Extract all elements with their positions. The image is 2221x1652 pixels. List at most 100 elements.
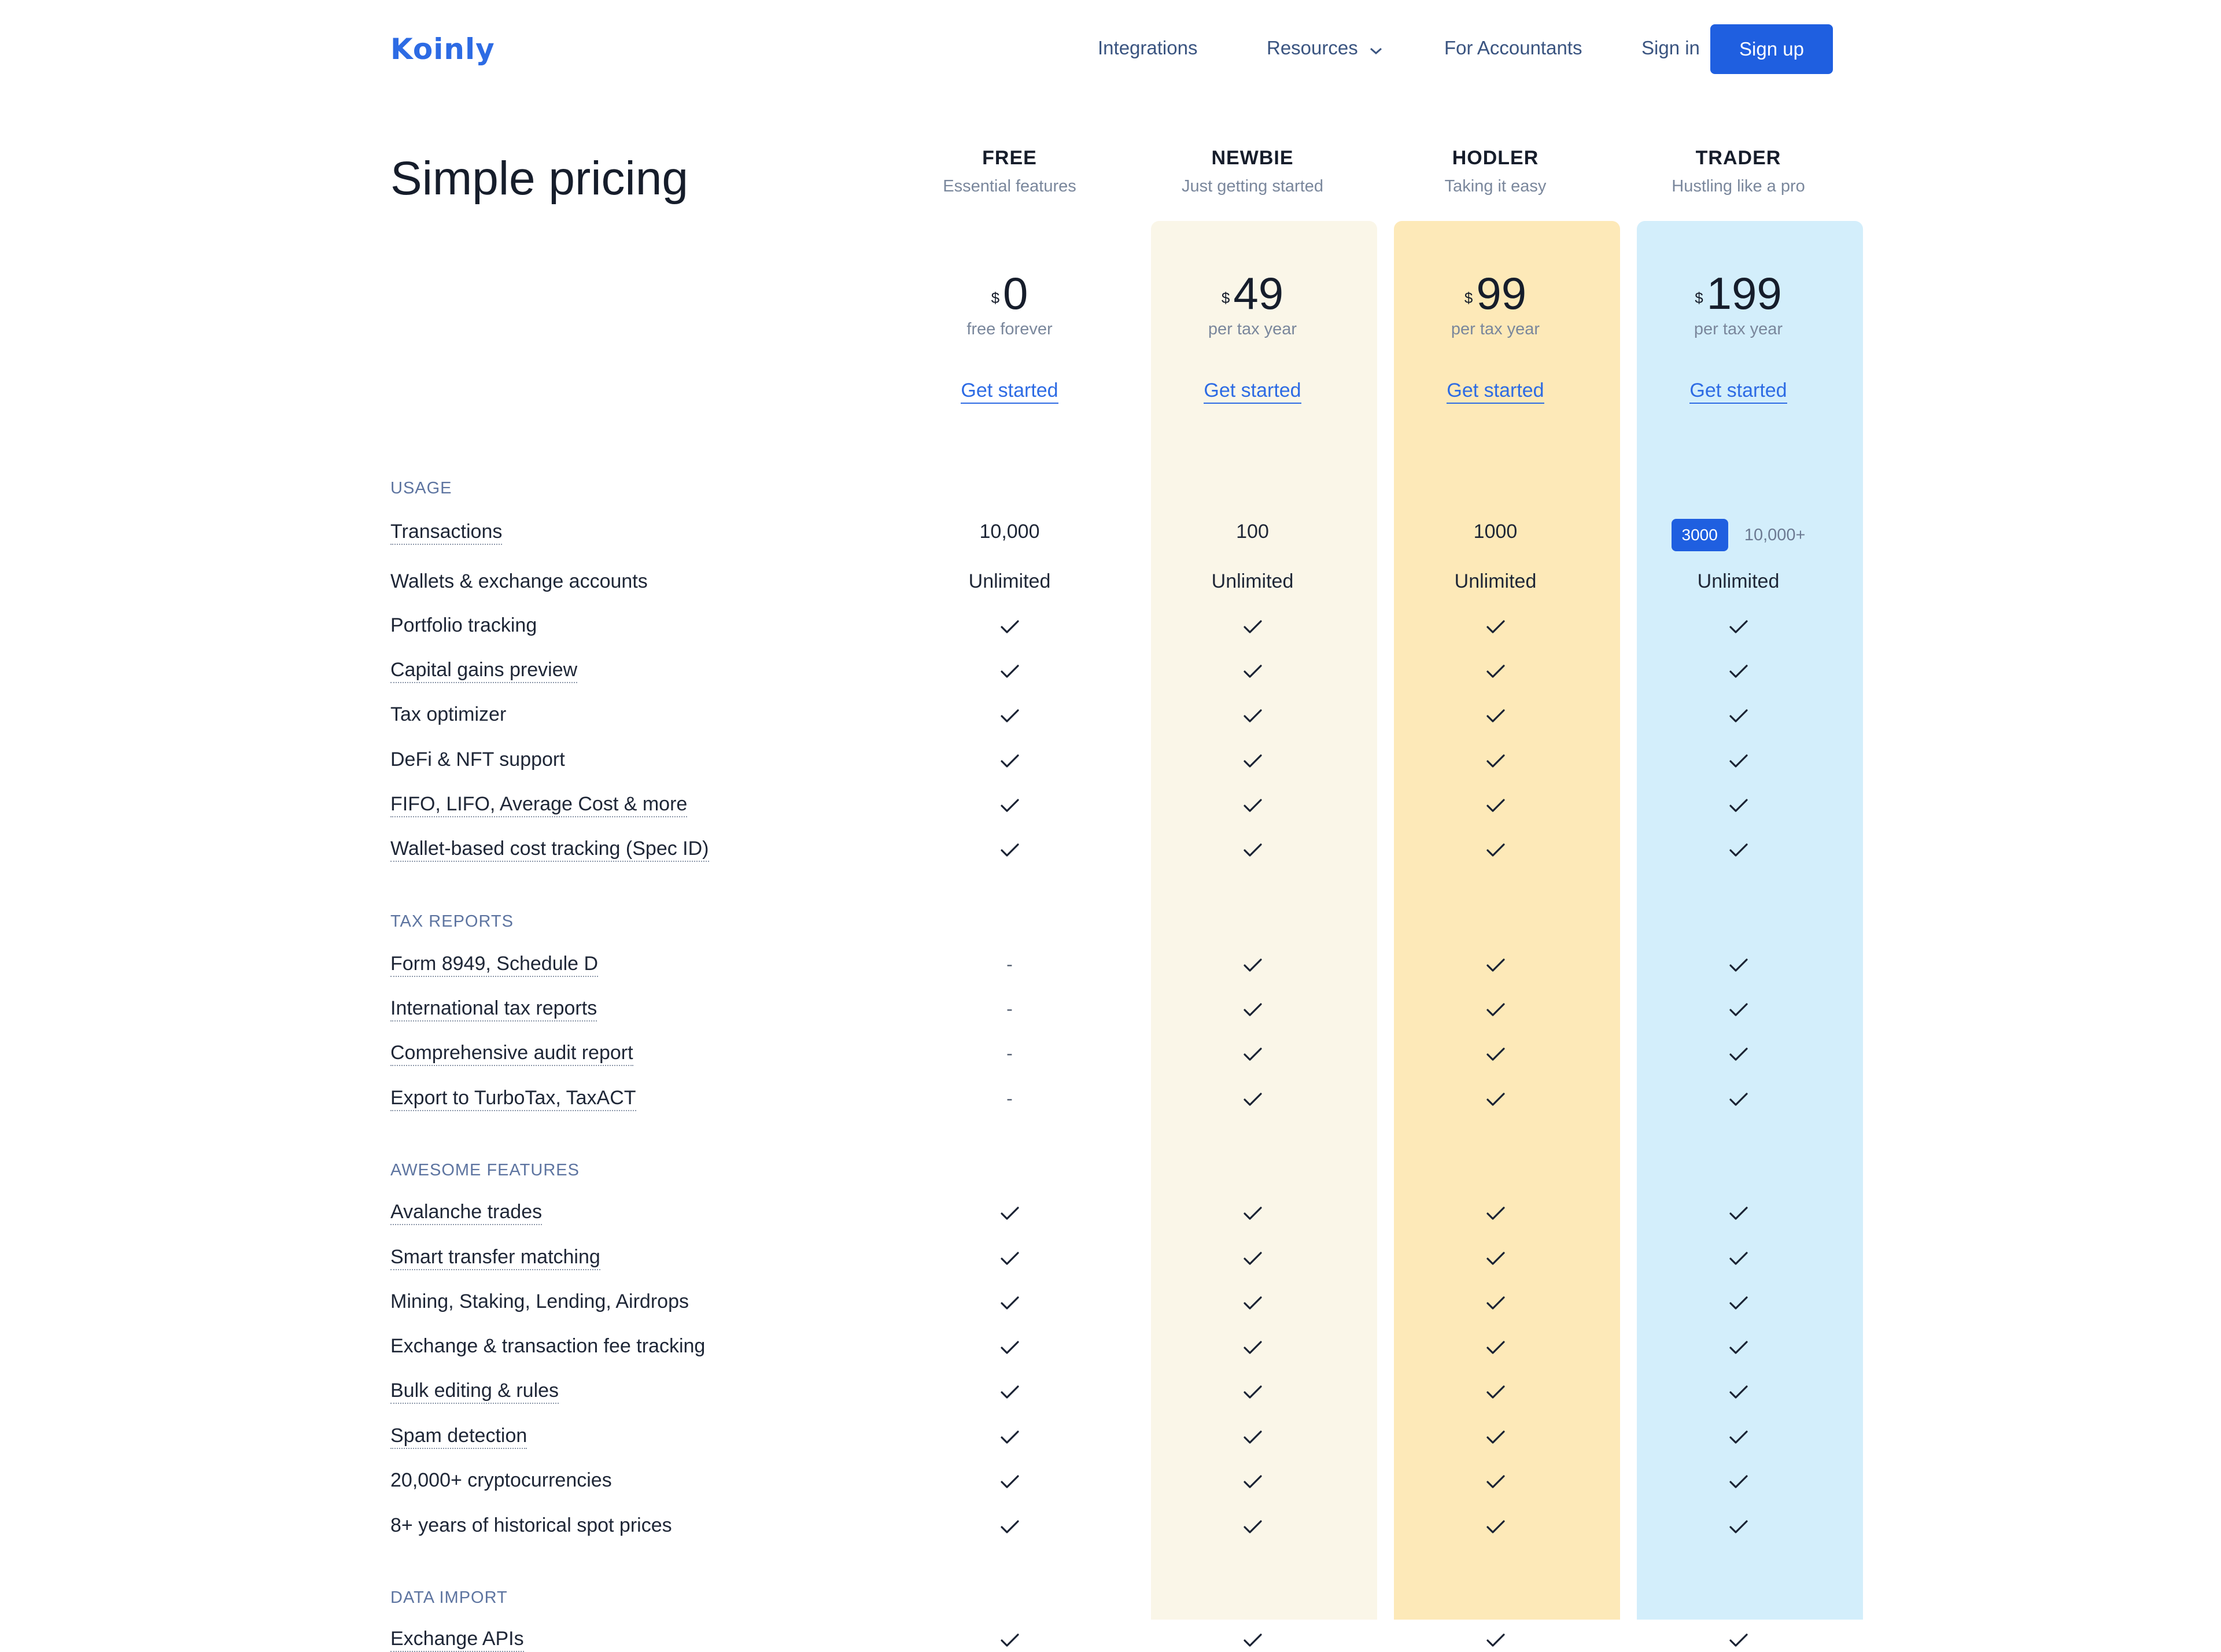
- check-icon: [1382, 1424, 1608, 1449]
- transactions-10000-toggle[interactable]: 10,000+: [1744, 526, 1806, 544]
- check-icon: [1139, 1468, 1366, 1494]
- feature-label: Avalanche trades: [390, 1201, 543, 1225]
- feature-mining-staking: Mining, Staking, Lending, Airdrops: [390, 1290, 689, 1312]
- check-icon: [1139, 1334, 1366, 1359]
- feature-audit-report[interactable]: Comprehensive audit report: [390, 1042, 633, 1066]
- price-note-newbie: per tax year: [1208, 320, 1297, 338]
- price-note-free: free forever: [966, 320, 1053, 338]
- feature-capital-gains-preview[interactable]: Capital gains preview: [390, 659, 578, 683]
- feature-bulk-editing[interactable]: Bulk editing & rules: [390, 1380, 559, 1404]
- check-icon: [1139, 952, 1366, 977]
- price-free: $0: [896, 271, 1123, 316]
- check-icon: [896, 1378, 1123, 1404]
- price-value: 0: [1003, 268, 1028, 319]
- get-started-hodler-link[interactable]: Get started: [1447, 379, 1544, 404]
- nav-sign-in[interactable]: Sign in: [1641, 37, 1700, 58]
- get-started-newbie-link[interactable]: Get started: [1204, 379, 1301, 404]
- feature-tax-optimizer: Tax optimizer: [390, 703, 507, 725]
- get-started-newbie: Get started: [1139, 379, 1366, 404]
- check-icon: [896, 1424, 1123, 1449]
- wallets-free: Unlimited: [968, 570, 1051, 592]
- check-icon: [896, 658, 1123, 683]
- plan-name-hodler: HODLER: [1452, 147, 1539, 169]
- currency-symbol: $: [1221, 289, 1230, 307]
- check-icon: [896, 1513, 1123, 1539]
- feature-label: International tax reports: [390, 997, 597, 1022]
- check-icon: [1139, 747, 1366, 773]
- get-started-trader-link[interactable]: Get started: [1689, 379, 1787, 404]
- price-value: 49: [1233, 268, 1284, 319]
- check-icon: [1625, 1245, 1851, 1270]
- check-icon: [1139, 1041, 1366, 1066]
- feature-fee-tracking: Exchange & transaction fee tracking: [390, 1335, 706, 1357]
- get-started-hodler: Get started: [1382, 379, 1608, 404]
- check-icon: [1382, 658, 1608, 683]
- price-value: 99: [1476, 268, 1527, 319]
- feature-spam-detection[interactable]: Spam detection: [390, 1425, 527, 1449]
- check-icon: [1139, 1086, 1366, 1111]
- transactions-hodler: 1000: [1473, 521, 1518, 543]
- feature-form-8949[interactable]: Form 8949, Schedule D: [390, 953, 599, 977]
- currency-symbol: $: [991, 289, 1000, 307]
- feature-international-reports[interactable]: International tax reports: [390, 997, 597, 1022]
- check-icon: [1382, 1627, 1608, 1652]
- price-value: 199: [1706, 268, 1782, 319]
- transactions-free: 10,000: [979, 521, 1040, 543]
- check-icon: [1139, 1200, 1366, 1225]
- check-icon: [1382, 702, 1608, 728]
- check-icon: [1382, 613, 1608, 639]
- currency-symbol: $: [1695, 289, 1703, 307]
- check-icon: [896, 1334, 1123, 1359]
- check-icon: [1139, 836, 1366, 862]
- plan-sub-hodler: Taking it easy: [1444, 177, 1547, 196]
- feature-transactions[interactable]: Transactions: [390, 521, 503, 545]
- check-icon: [1139, 1245, 1366, 1270]
- feature-wallet-cost-tracking[interactable]: Wallet-based cost tracking (Spec ID): [390, 838, 709, 862]
- price-hodler: $99: [1382, 271, 1608, 316]
- check-icon: [1382, 1289, 1608, 1315]
- check-icon: [1625, 1289, 1851, 1315]
- check-icon: [1625, 658, 1851, 683]
- transactions-3000-toggle[interactable]: 3000: [1671, 519, 1728, 551]
- price-note-trader: per tax year: [1694, 320, 1783, 338]
- check-icon: [1139, 702, 1366, 728]
- check-icon: [1382, 747, 1608, 773]
- wallets-hodler: Unlimited: [1454, 570, 1537, 592]
- price-newbie: $49: [1139, 271, 1366, 316]
- feature-label: Capital gains preview: [390, 659, 578, 683]
- feature-exchange-apis[interactable]: Exchange APIs: [390, 1628, 524, 1652]
- sign-up-button[interactable]: Sign up: [1710, 24, 1833, 74]
- wallets-newbie: Unlimited: [1211, 570, 1294, 592]
- plan-sub-trader: Hustling like a pro: [1672, 177, 1805, 196]
- feature-smart-transfer[interactable]: Smart transfer matching: [390, 1246, 600, 1270]
- nav-integrations[interactable]: Integrations: [1098, 37, 1198, 58]
- transactions-trader: 3000 10,000+: [1625, 519, 1851, 551]
- feature-defi-nft: DeFi & NFT support: [390, 748, 565, 770]
- feature-fifo-lifo[interactable]: FIFO, LIFO, Average Cost & more: [390, 793, 688, 817]
- feature-turbotax-export[interactable]: Export to TurboTax, TaxACT: [390, 1087, 636, 1111]
- check-icon: [1382, 1200, 1608, 1225]
- feature-cryptocurrencies: 20,000+ cryptocurrencies: [390, 1469, 612, 1491]
- plan-name-newbie: NEWBIE: [1211, 147, 1294, 169]
- nav-resources[interactable]: Resources: [1267, 37, 1383, 60]
- get-started-free-link[interactable]: Get started: [961, 379, 1058, 404]
- trader-column-bg: [1637, 221, 1863, 1620]
- feature-portfolio-tracking: Portfolio tracking: [390, 614, 537, 636]
- check-icon: [1382, 792, 1608, 817]
- check-icon: [1625, 1627, 1851, 1652]
- feature-label: Transactions: [390, 521, 503, 545]
- turbotax-free: -: [1006, 1088, 1013, 1109]
- check-icon: [1382, 1378, 1608, 1404]
- check-icon: [896, 836, 1123, 862]
- check-icon: [1625, 1468, 1851, 1494]
- check-icon: [1139, 1513, 1366, 1539]
- nav-for-accountants[interactable]: For Accountants: [1444, 37, 1582, 58]
- koinly-logo[interactable]: Koinly: [390, 32, 495, 66]
- feature-label: Wallet-based cost tracking (Spec ID): [390, 838, 709, 862]
- check-icon: [1625, 1086, 1851, 1111]
- check-icon: [896, 1245, 1123, 1270]
- price-note-hodler: per tax year: [1451, 320, 1540, 338]
- international-free: -: [1006, 998, 1013, 1019]
- feature-avalanche-trades[interactable]: Avalanche trades: [390, 1201, 543, 1225]
- check-icon: [896, 792, 1123, 817]
